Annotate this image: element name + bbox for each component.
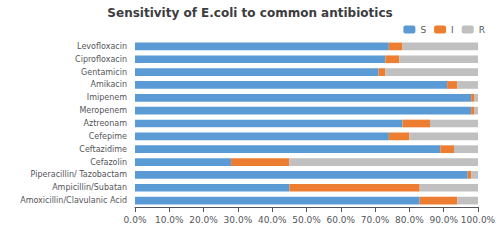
svg-text:Ampicillin/Subatan: Ampicillin/Subatan	[52, 183, 127, 192]
svg-text:80.0%: 80.0%	[395, 215, 424, 225]
svg-text:Gentamicin: Gentamicin	[81, 68, 127, 77]
svg-text:Imipenem: Imipenem	[87, 93, 127, 102]
svg-text:50.0%: 50.0%	[292, 215, 321, 225]
svg-text:Cefepime: Cefepime	[89, 132, 127, 141]
svg-text:Meropenem: Meropenem	[79, 106, 127, 115]
svg-text:Amikacin: Amikacin	[90, 80, 127, 89]
svg-text:Ciprofloxacin: Ciprofloxacin	[75, 55, 127, 64]
svg-text:Aztreonam: Aztreonam	[83, 119, 127, 128]
svg-text:I: I	[451, 25, 454, 35]
svg-text:Piperacillin/ Tazobactam: Piperacillin/ Tazobactam	[31, 170, 128, 179]
svg-text:100.0%: 100.0%	[461, 215, 496, 225]
svg-text:30.0%: 30.0%	[224, 215, 253, 225]
svg-text:Sensitivity of E.coli to commo: Sensitivity of E.coli to common antibiot…	[107, 6, 392, 20]
svg-text:S: S	[420, 25, 426, 35]
svg-text:70.0%: 70.0%	[361, 215, 390, 225]
svg-text:Cefazolin: Cefazolin	[90, 158, 127, 167]
svg-text:10.0%: 10.0%	[155, 215, 184, 225]
svg-text:0.0%: 0.0%	[124, 215, 147, 225]
svg-text:Ceftazidime: Ceftazidime	[79, 145, 127, 154]
svg-text:R: R	[479, 25, 485, 35]
svg-text:40.0%: 40.0%	[258, 215, 287, 225]
svg-text:Levofloxacin: Levofloxacin	[77, 42, 127, 51]
svg-text:Amoxicillin/Clavulanic Acid: Amoxicillin/Clavulanic Acid	[20, 196, 127, 205]
svg-text:90.0%: 90.0%	[429, 215, 458, 225]
svg-text:60.0%: 60.0%	[327, 215, 356, 225]
svg-text:20.0%: 20.0%	[189, 215, 218, 225]
